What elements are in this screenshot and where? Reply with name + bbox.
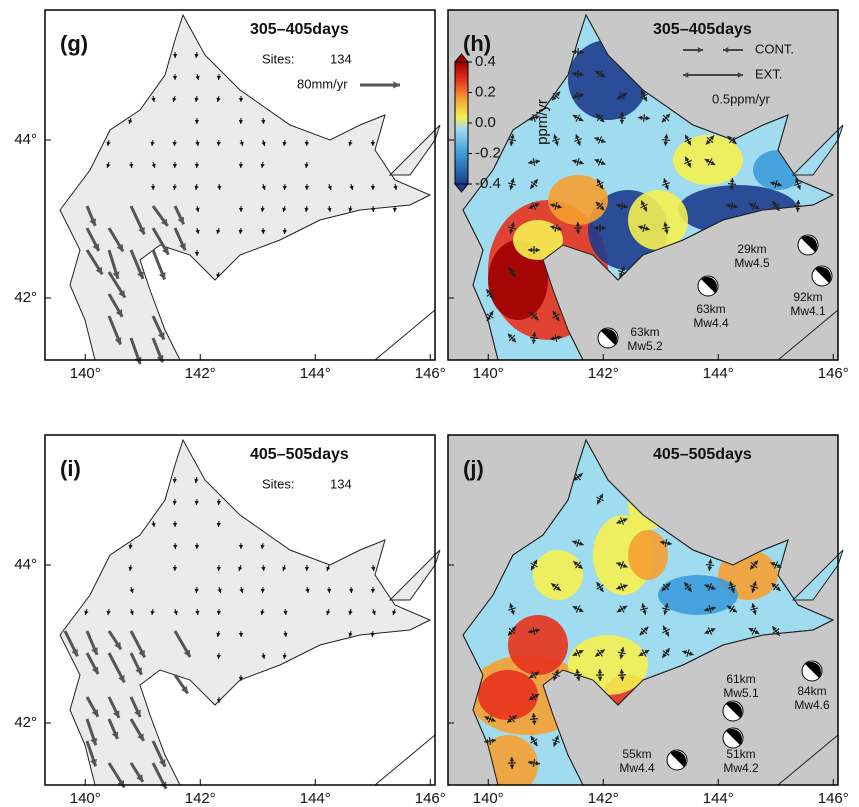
strain-patch [628, 530, 668, 580]
event-depth: 63km [696, 302, 725, 316]
period-label: 305–405days [653, 21, 752, 38]
panel-label: (j) [463, 456, 484, 481]
strain-axis [728, 184, 736, 185]
strain-patch [533, 550, 583, 600]
lon-tick-label: 144° [703, 365, 734, 382]
lat-tick-label: 44° [14, 556, 37, 573]
event-magnitude: Mw4.6 [794, 698, 830, 712]
period-label: 405–505days [250, 446, 349, 463]
lon-tick-label: 144° [703, 790, 734, 807]
colorbar-tick-label: 0.0 [475, 114, 496, 131]
sites-count: 134 [330, 51, 352, 66]
event-magnitude: Mw4.2 [723, 761, 759, 775]
map-panel: (i) 405–505days Sites: 134 140° 142° 144° 146° 4… [14, 435, 445, 807]
event-depth: 51km [726, 747, 755, 761]
colorbar-tick-label: 0.2 [475, 83, 496, 100]
event-depth: 55km [622, 747, 651, 761]
lon-tick-label: 140° [70, 365, 101, 382]
event-depth: 29km [737, 242, 766, 256]
sites-label: Sites: [262, 476, 295, 491]
lon-tick-label: 140° [473, 790, 504, 807]
colorbar-label: ppm/yr [534, 99, 551, 145]
lon-tick-label: 140° [473, 365, 504, 382]
lon-tick-label: 142° [185, 365, 216, 382]
event-depth: 92km [793, 290, 822, 304]
panel-label: (i) [60, 456, 81, 481]
event-depth: 84km [797, 684, 826, 698]
lat-tick-label: 42° [14, 289, 37, 306]
event-magnitude: Mw4.4 [619, 761, 655, 775]
strain-axis [530, 338, 538, 339]
event-depth: 61km [726, 672, 755, 686]
map-panel: (g) 305–405days Sites: 134 80mm/yr 140° 142° 14… [14, 10, 445, 382]
strain-axis [618, 675, 626, 676]
sites-count: 134 [330, 476, 352, 491]
lon-tick-label: 144° [300, 790, 331, 807]
sites-label: Sites: [262, 51, 295, 66]
legend-ext: EXT. [755, 66, 782, 81]
colorbar-scale [455, 62, 468, 184]
lon-tick-label: 146° [415, 790, 446, 807]
figure: (g) 305–405days Sites: 134 80mm/yr 140° 142° 14… [0, 0, 859, 807]
legend-scale: 0.5ppm/yr [712, 91, 770, 106]
lat-tick-label: 42° [14, 714, 37, 731]
lon-tick-label: 146° [818, 365, 849, 382]
period-label: 405–505days [653, 446, 752, 463]
strain-axis [644, 114, 645, 122]
strain-axis [794, 206, 802, 207]
colorbar-tick-label: -0.2 [475, 144, 501, 161]
event-magnitude: Mw5.2 [627, 339, 663, 353]
colorbar-tick-label: 0.4 [475, 53, 496, 70]
legend-cont: CONT. [755, 41, 794, 56]
panel-label: (g) [60, 31, 88, 56]
lon-tick-label: 146° [415, 365, 446, 382]
lat-tick-label: 44° [14, 131, 37, 148]
event-depth: 63km [630, 325, 659, 339]
lon-tick-label: 142° [185, 790, 216, 807]
scale-label: 80mm/yr [297, 76, 348, 91]
strain-axis [578, 48, 579, 56]
event-magnitude: Mw4.5 [734, 256, 770, 270]
colorbar-tick-label: -0.4 [475, 175, 501, 192]
lon-tick-label: 146° [818, 790, 849, 807]
period-label: 305–405days [250, 21, 349, 38]
event-magnitude: Mw5.1 [723, 686, 759, 700]
strain-patch [508, 615, 568, 675]
lon-tick-label: 142° [588, 365, 619, 382]
strain-patch [658, 575, 738, 615]
lon-tick-label: 142° [588, 790, 619, 807]
lon-tick-label: 144° [300, 365, 331, 382]
strain-axis [530, 719, 538, 720]
lon-tick-label: 140° [70, 790, 101, 807]
event-magnitude: Mw4.1 [790, 304, 826, 318]
event-magnitude: Mw4.4 [693, 316, 729, 330]
